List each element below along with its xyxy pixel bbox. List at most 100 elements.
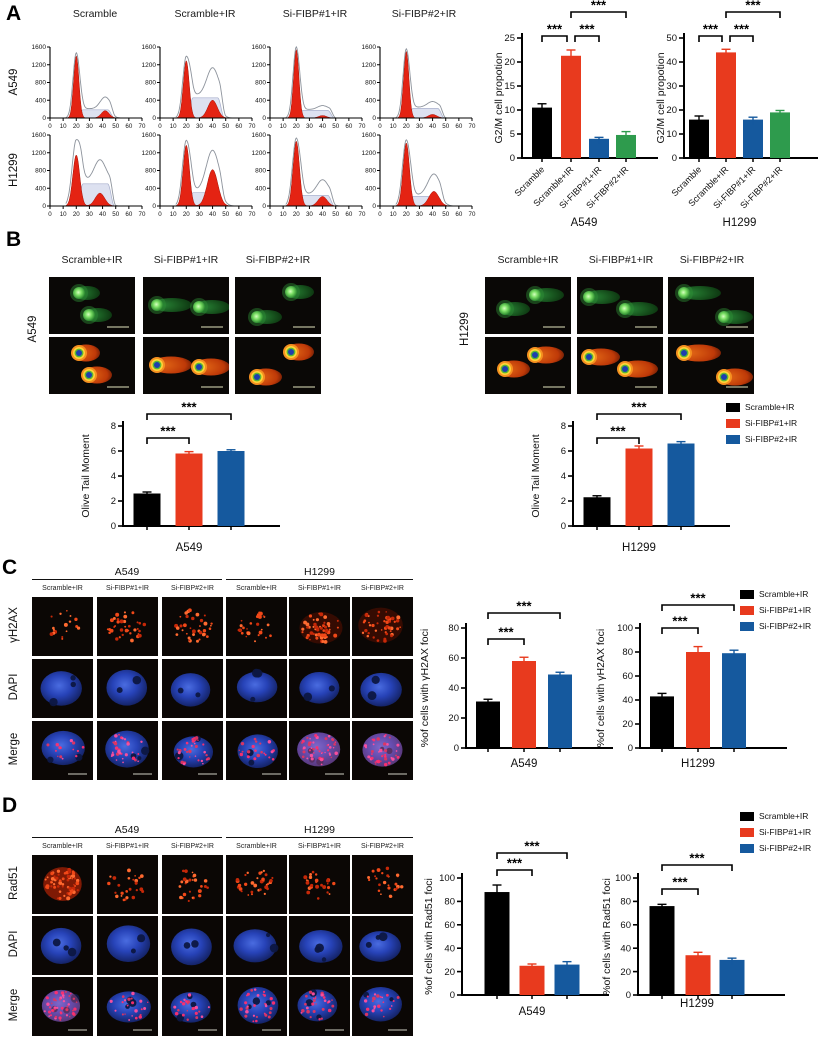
svg-text:***: *** [498, 625, 514, 640]
svg-text:800: 800 [145, 168, 156, 175]
svg-text:20: 20 [293, 211, 300, 218]
svg-text:1200: 1200 [32, 150, 47, 157]
svg-text:50: 50 [442, 123, 449, 130]
svg-text:1200: 1200 [362, 150, 377, 157]
svg-text:400: 400 [255, 97, 266, 104]
d-col-title-6: Si-FIBP#2+IR [361, 843, 404, 850]
legend-panel-d: Scramble+IR Si-FIBP#1+IR Si-FIBP#2+IR [740, 811, 811, 859]
svg-text:10: 10 [390, 123, 397, 130]
legend-label: Si-FIBP#1+IR [759, 605, 812, 615]
flow-histogram-H1299-Si-FIBP#2+IR: 0 400 800 1200 1600 0 10 20 30 40 50 60 70 [362, 132, 476, 218]
if-tile-foci [289, 855, 350, 914]
svg-text:70: 70 [139, 123, 146, 130]
legend-item-si-fibp-1-ir: Si-FIBP#1+IR [740, 605, 811, 615]
svg-text:50: 50 [666, 33, 677, 44]
flow-histogram-H1299-Scramble+IR: 0 400 800 1200 1600 0 10 20 30 40 50 60 70 [142, 132, 256, 218]
legend-item-si-fibp-1-ir: Si-FIBP#1+IR [726, 418, 797, 428]
legend-label: Scramble+IR [745, 402, 795, 412]
legend-swatch [740, 811, 754, 821]
legend-item-si-fibp-2-ir: Si-FIBP#2+IR [726, 434, 797, 444]
flow-histogram-A549-Si-FIBP#1+IR: 0 400 800 1200 1600 0 10 20 30 40 50 60 70 [252, 44, 366, 130]
svg-text:60: 60 [235, 123, 242, 130]
if-tile-foci [32, 855, 93, 914]
svg-text:0: 0 [42, 203, 46, 210]
svg-text:0: 0 [111, 521, 116, 532]
comet-tile-heat [577, 337, 663, 394]
if-tile-dapi [32, 916, 93, 975]
c-col-title-4: Scramble+IR [236, 585, 277, 592]
if-tile-dapi [162, 659, 223, 718]
legend-label: Si-FIBP#1+IR [759, 827, 812, 837]
svg-text:%of cells with Rad51 foci: %of cells with Rad51 foci [423, 878, 435, 995]
svg-text:0: 0 [262, 115, 266, 122]
svg-text:60: 60 [455, 211, 462, 218]
svg-text:1600: 1600 [362, 44, 377, 51]
if-tile-foci [162, 855, 223, 914]
d-row-label-merge: Merge [8, 988, 20, 1022]
svg-text:G2/M cell propotion: G2/M cell propotion [493, 52, 505, 143]
col-title-sifibp2-ir: Si-FIBP#2+IR [391, 8, 457, 20]
svg-text:40: 40 [319, 123, 326, 130]
svg-text:***: *** [745, 0, 761, 13]
svg-text:***: *** [516, 599, 532, 614]
svg-text:H1299: H1299 [680, 998, 714, 1010]
svg-text:70: 70 [469, 211, 476, 218]
panel-b-label: B [6, 228, 22, 251]
c-group-header-a549: A549 [32, 566, 222, 580]
svg-text:***: *** [610, 424, 626, 439]
if-tile-merge [352, 977, 413, 1036]
comet-tile-green [577, 277, 663, 334]
svg-text:***: *** [160, 424, 176, 439]
svg-text:***: *** [524, 839, 540, 854]
svg-text:400: 400 [35, 185, 46, 192]
legend-swatch [740, 589, 754, 599]
svg-text:70: 70 [139, 211, 146, 218]
bar-chart-h2ax-a549: 0 20 40 60 80 ****** %of cells with γH2AX foci… [419, 599, 613, 770]
svg-text:20: 20 [403, 123, 410, 130]
d-col-title-3: Si-FIBP#2+IR [171, 843, 214, 850]
c-group-header-h1299: H1299 [226, 566, 413, 580]
svg-text:0: 0 [378, 123, 382, 130]
if-tile-dapi [352, 659, 413, 718]
if-tile-dapi [289, 916, 350, 975]
svg-text:70: 70 [359, 123, 366, 130]
c-col-title-2: Si-FIBP#1+IR [106, 585, 149, 592]
if-tile-merge [226, 977, 287, 1036]
svg-text:1600: 1600 [142, 44, 157, 51]
legend-swatch [726, 418, 740, 428]
svg-text:1200: 1200 [142, 150, 157, 157]
svg-text:%of cells with Rad51 foci: %of cells with Rad51 foci [601, 878, 613, 995]
svg-text:G2/M cell propotion: G2/M cell propotion [655, 52, 667, 143]
svg-text:20: 20 [183, 123, 190, 130]
if-tile-merge [289, 977, 350, 1036]
svg-text:10: 10 [280, 123, 287, 130]
svg-text:400: 400 [365, 97, 376, 104]
svg-text:50: 50 [222, 123, 229, 130]
if-tile-merge [32, 977, 93, 1036]
bar-chart-otm-a549: 0 2 4 6 8 *** *** Olive Tail Moment A549 [80, 400, 280, 554]
row-label-a549: A549 [8, 68, 20, 96]
flow-histogram-A549-Scramble+IR: 0 400 800 1200 1600 0 10 20 30 40 50 60 70 [142, 44, 256, 130]
if-tile-dapi [97, 659, 158, 718]
svg-text:1600: 1600 [362, 132, 377, 139]
svg-text:***: *** [689, 851, 705, 866]
svg-text:70: 70 [249, 211, 256, 218]
c-col-title-5: Si-FIBP#1+IR [298, 585, 341, 592]
legend-panel-b: Scramble+IR Si-FIBP#1+IR Si-FIBP#2+IR [726, 402, 797, 450]
svg-text:50: 50 [112, 123, 119, 130]
svg-text:0: 0 [450, 990, 455, 1001]
svg-text:4: 4 [561, 471, 566, 482]
bar-chart-g2m-a549: 0510152025ScrambleScramble+IRSi-FIBP#1+I… [493, 0, 658, 229]
d-group-header-h1299: H1299 [226, 824, 413, 838]
c-row-label-merge: Merge [8, 732, 20, 766]
svg-text:10: 10 [170, 123, 177, 130]
if-tile-merge [97, 977, 158, 1036]
svg-text:40: 40 [319, 211, 326, 218]
svg-text:8: 8 [561, 421, 566, 432]
svg-text:30: 30 [86, 123, 93, 130]
svg-text:2: 2 [111, 496, 116, 507]
svg-text:***: *** [690, 591, 706, 606]
svg-text:30: 30 [196, 211, 203, 218]
svg-text:80: 80 [444, 897, 455, 908]
c-col-title-1: Scramble+IR [42, 585, 83, 592]
